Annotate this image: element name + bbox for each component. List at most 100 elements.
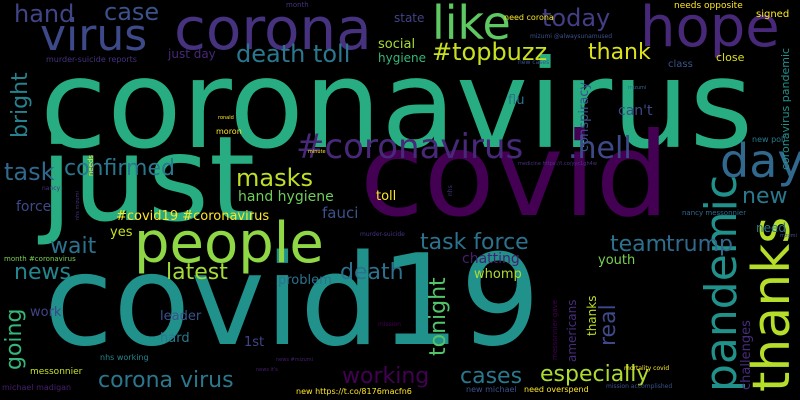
word-team: team [610, 232, 668, 257]
word-nhs-working: nhs working [100, 353, 149, 362]
word-state: state [394, 11, 425, 25]
word-mission: mission [378, 321, 401, 328]
word-ronald: ronald [218, 115, 234, 121]
word-mzumi: mzumi [780, 233, 797, 239]
word-news-its: news it's [256, 367, 278, 373]
word-1st: 1st [244, 335, 265, 350]
word-covid: covid [360, 108, 670, 243]
word-just: just [40, 110, 256, 248]
word-force: force [16, 199, 52, 215]
word-topbuzz: #topbuzz [432, 38, 548, 66]
word-tonight: tonight [426, 277, 451, 356]
word-corona: corona [174, 0, 372, 63]
word-working: working [342, 364, 430, 389]
word-messonnier-gave: messonnier gave [551, 299, 559, 360]
word-mortality-covid: mortality covid [624, 365, 670, 372]
word-like: like [432, 0, 511, 50]
word-trump: trump [666, 232, 734, 257]
word-fauci: fauci [322, 204, 359, 222]
word-moron: moron [216, 127, 242, 136]
word-death: death [340, 260, 404, 285]
word-need-corona: need corona [504, 13, 554, 22]
word-close: close [716, 51, 745, 64]
word-task: task [4, 158, 55, 186]
word-nhs-mizumi: nhs mizumi [75, 191, 81, 220]
word-mizumi: mizumi [628, 85, 647, 91]
word-hashtag-coronavirus: #coronavirus [296, 127, 524, 167]
word-case: case [104, 0, 160, 26]
word-news-mizumi: news #mizumi [276, 357, 314, 363]
word-corona-virus: corona virus [98, 368, 234, 393]
word-new-poll: new poll [752, 135, 786, 144]
word-confirmed: confirmed [64, 156, 175, 181]
word-pandemic: pandemic [696, 174, 747, 392]
word-day: day [720, 134, 800, 188]
word-month-coronavirus: month #coronavirus [4, 255, 76, 263]
word-mission-accomplished: mission accomplished [606, 383, 673, 390]
word-murder-suicide-reports: murder-suicide reports [46, 55, 137, 64]
word-going: going [2, 308, 27, 370]
word-nancy-messonnier: nancy messonnier [682, 209, 747, 217]
word-needs-opposite: needs opposite [674, 1, 743, 11]
word-bright: bright [8, 72, 33, 138]
word-people: people [134, 211, 324, 276]
word-coronavirus-pandemic: coronavirus pandemic [779, 47, 792, 170]
word-coronavirus: coronavirus [40, 34, 754, 176]
word-hand-hygiene: hand hygiene [238, 189, 334, 205]
word-hand: hand [14, 0, 75, 28]
word-medicine-https: medicine https://t.co/yyc1gh4w [518, 161, 597, 167]
word-nhs: nhs [447, 185, 454, 196]
word-especially: especially [540, 362, 650, 387]
word-death-toll: death toll [236, 40, 351, 68]
word-challenges: challenges [739, 320, 754, 390]
word-signed: signed [756, 9, 790, 20]
word-month: month [286, 1, 309, 9]
word-real: real [596, 304, 621, 346]
word-flu: flu [508, 93, 525, 108]
word-murder-suicide: murder-suicide [360, 231, 405, 238]
word-michael-madigan: michael madigan [2, 383, 72, 392]
word-yes: yes [110, 225, 133, 240]
word-messonnier: messonnier [30, 367, 83, 377]
word-new-cases: new cases [518, 59, 550, 66]
word-hygiene: hygiene [378, 51, 427, 65]
word-covid19-coronavirus: #covid19 #coronavirus [116, 209, 270, 224]
word-new-michael: new michael [466, 385, 517, 394]
word-minute: minute [308, 149, 326, 155]
word-cant: can't [618, 103, 653, 119]
word-leader: leader [160, 309, 202, 324]
word-mizumi-alwaysunamused: mizumi @alwaysunamused [530, 33, 613, 40]
word-work: work [30, 305, 62, 320]
word-covid19: covid19 [44, 227, 541, 374]
word-conspiracy: conspiracy [577, 81, 592, 152]
word-needs: needs [87, 154, 95, 176]
word-masks: masks [236, 164, 313, 192]
word-americans: americans [565, 299, 579, 362]
word-wait: wait [50, 234, 97, 259]
word-cases: cases [460, 364, 523, 389]
word-chatting: chatting [462, 251, 520, 267]
word-class: class [668, 59, 693, 70]
word-whomp: whomp [474, 267, 522, 282]
word-need-overspend: need overspend [524, 385, 589, 394]
word-toll: toll [376, 189, 397, 204]
word-today: today [542, 4, 611, 32]
word-just-day: just day [168, 47, 216, 61]
word-new: new [742, 184, 788, 209]
word-task-force: task force [420, 230, 529, 255]
word-news: news [14, 260, 71, 285]
word-thanks-small: thanks [585, 295, 599, 336]
word-latest: latest [166, 260, 228, 285]
word-virus: virus [40, 10, 148, 61]
word-need: need [756, 221, 786, 235]
word-thank: thank [588, 40, 651, 65]
word-youth: youth [598, 253, 636, 268]
word-problem: problem [278, 273, 332, 288]
word-hard: hard [160, 331, 190, 346]
word-new-https: new https://t.co/8176macfn6 [296, 387, 412, 396]
word-nancy: nancy [42, 185, 61, 192]
word-social: social [378, 37, 416, 52]
word-hope: hope [640, 0, 780, 60]
word-hell: .hell [568, 131, 632, 166]
